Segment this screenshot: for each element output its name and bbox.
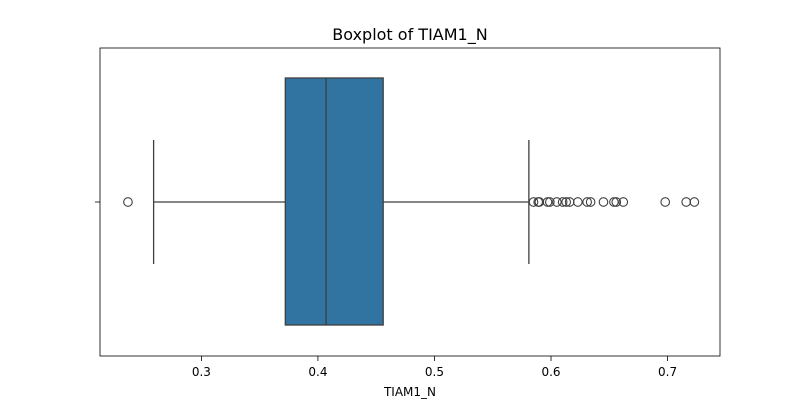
- outlier-point: [618, 197, 629, 207]
- outlier-point: [557, 197, 568, 207]
- outlier-point: [660, 197, 671, 207]
- x-tick-label: 0.7: [658, 365, 677, 379]
- outlier-point: [611, 197, 622, 207]
- outlier-point: [689, 197, 700, 207]
- outlier-point: [598, 197, 609, 207]
- x-tick-label: 0.6: [541, 365, 560, 379]
- chart-title: Boxplot of TIAM1_N: [332, 25, 487, 45]
- outlier-point: [609, 197, 619, 207]
- x-tick-label: 0.4: [308, 365, 327, 379]
- outlier-point: [561, 197, 572, 207]
- x-tick-label: 0.3: [192, 365, 211, 379]
- x-tick-label: 0.5: [425, 365, 444, 379]
- plot-layer: [123, 77, 700, 326]
- outlier-point: [528, 197, 539, 207]
- outlier-point: [572, 197, 583, 207]
- outlier-point: [582, 197, 592, 207]
- x-axis-label: TIAM1_N: [383, 385, 436, 399]
- outlier-point: [542, 197, 553, 207]
- outlier-point: [585, 197, 596, 207]
- outlier-point: [123, 197, 133, 207]
- outlier-point: [681, 197, 692, 207]
- x-axis: 0.3 0.4 0.5 0.6 0.7: [192, 356, 677, 379]
- box-iqr: [284, 77, 384, 326]
- outlier-point: [544, 197, 555, 207]
- outlier-point: [551, 197, 562, 207]
